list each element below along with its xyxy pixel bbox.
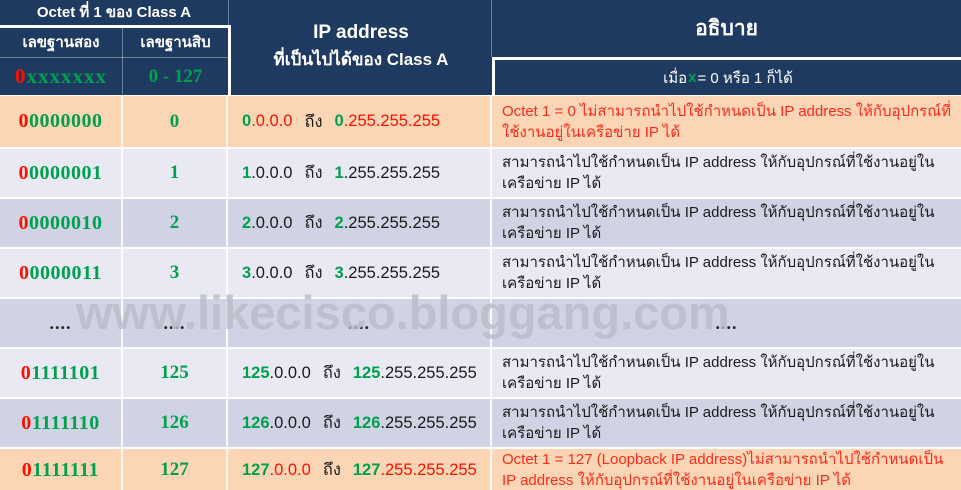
pattern-rest-bits: xxxxxxx bbox=[26, 64, 107, 88]
ip-range-cell: 1.0.0.0 ถึง 1.255.255.255 bbox=[228, 149, 492, 197]
binary-first-bit: 0 bbox=[20, 361, 32, 384]
binary-first-bit: 0 bbox=[18, 161, 29, 184]
table-row-ellipsis: .... .... .... .... bbox=[0, 299, 961, 349]
table-row-0: 0 0000000 0 0.0.0.0 ถึง 0.255.255.255 Octet… bbox=[0, 96, 961, 149]
binary-first-bit: 0 bbox=[18, 110, 29, 132]
binary-cell: 0 0000001 bbox=[0, 149, 123, 197]
binary-first-bit: 0 bbox=[18, 211, 29, 234]
column-header-decimal: เลขฐานสิบ bbox=[140, 34, 211, 51]
pattern-first-bit: 0 bbox=[15, 64, 27, 88]
decimal-cell: 2 bbox=[123, 199, 228, 247]
ellipsis-cell: .... bbox=[0, 299, 123, 347]
binary-pattern: 0 xxxxxxx bbox=[0, 58, 122, 95]
description-cell: Octet 1 = 0 ไม่สามารถนำไปใช้กำหนดเป็น IP… bbox=[502, 102, 952, 141]
description-cell: สามารถนำไปใช้กำหนดเป็น IP address ให้กับ… bbox=[502, 354, 935, 392]
column-header-binary: เลขฐานสอง bbox=[22, 34, 100, 51]
table-header: Octet ที่ 1 ของ Class A เลขฐานสอง เลขฐาน… bbox=[0, 0, 961, 95]
description-cell: สามารถนำไปใช้กำหนดเป็น IP address ให้กับ… bbox=[502, 254, 935, 292]
binary-rest-bits: 1111101 bbox=[31, 361, 101, 384]
binary-cell: 0 0000010 bbox=[0, 199, 123, 247]
decimal-cell: 0 bbox=[123, 96, 228, 147]
table-row-127: 0 1111111 127 127.0.0.0 ถึง 127.255.255.255… bbox=[0, 449, 961, 490]
binary-rest-bits: 0000001 bbox=[29, 161, 103, 184]
table-row-126: 0 1111110 126 126.0.0.0 ถึง 126.255.255.255… bbox=[0, 399, 961, 449]
ip-range-cell: 127.0.0.0 ถึง 127.255.255.255 bbox=[228, 449, 492, 490]
decimal-cell: 126 bbox=[123, 399, 228, 447]
binary-cell: 0 0000011 bbox=[0, 249, 123, 297]
note-x: x bbox=[688, 69, 697, 86]
note-suffix: = 0 หรือ 1 ก็ได้ bbox=[697, 69, 793, 87]
ellipsis-cell: .... bbox=[715, 312, 738, 333]
octet-group-title: Octet ที่ 1 ของ Class A bbox=[36, 4, 192, 21]
ip-range-cell: 3.0.0.0 ถึง 3.255.255.255 bbox=[228, 249, 492, 297]
ip-header-line1: IP address bbox=[313, 22, 409, 43]
binary-cell: 0 1111101 bbox=[0, 349, 123, 397]
binary-rest-bits: 1111110 bbox=[31, 411, 100, 434]
table-body: 0 0000000 0 0.0.0.0 ถึง 0.255.255.255 Octet… bbox=[0, 95, 961, 490]
binary-first-bit: 0 bbox=[21, 458, 33, 481]
ellipsis-cell: .... bbox=[228, 299, 492, 347]
decimal-range: 0 - 127 bbox=[148, 65, 203, 87]
ip-range-cell: 0.0.0.0 ถึง 0.255.255.255 bbox=[228, 96, 492, 147]
decimal-cell: 3 bbox=[123, 249, 228, 297]
description-cell: สามารถนำไปใช้กำหนดเป็น IP address ให้กับ… bbox=[502, 404, 935, 442]
ip-range-cell: 125.0.0.0 ถึง 125.255.255.255 bbox=[228, 349, 492, 397]
header-subdivider-line bbox=[0, 57, 228, 58]
column-header-ip-range: IP address ที่เป็นไปได้ของ Class A bbox=[231, 0, 491, 95]
description-cell: สามารถนำไปใช้กำหนดเป็น IP address ให้กับ… bbox=[502, 204, 935, 242]
binary-cell: 0 1111111 bbox=[0, 449, 123, 490]
binary-cell: 0 1111110 bbox=[0, 399, 123, 447]
binary-first-bit: 0 bbox=[21, 411, 32, 434]
header-column-divider bbox=[228, 0, 229, 26]
binary-rest-bits: 0000010 bbox=[29, 211, 103, 234]
binary-rest-bits: 0000011 bbox=[29, 261, 102, 284]
binary-rest-bits: 0000000 bbox=[29, 110, 103, 132]
description-cell: สามารถนำไปใช้กำหนดเป็น IP address ให้กับ… bbox=[502, 154, 935, 192]
ip-header-line2: ที่เป็นไปได้ของ Class A bbox=[273, 50, 449, 69]
ip-range-cell: 126.0.0.0 ถึง 126.255.255.255 bbox=[228, 399, 492, 447]
header-white-divider bbox=[228, 26, 231, 95]
header-divider-line bbox=[0, 25, 231, 28]
ip-range-cell: 2.0.0.0 ถึง 2.255.255.255 bbox=[228, 199, 492, 247]
binary-cell: 0 0000000 bbox=[0, 96, 123, 147]
note-prefix: เมื่อ bbox=[663, 69, 688, 87]
header-column-divider bbox=[122, 28, 123, 95]
ellipsis-cell: .... bbox=[123, 299, 228, 347]
x-note-box: เมื่อ x = 0 หรือ 1 ก็ได้ bbox=[492, 57, 961, 95]
column-header-explanation: อธิบาย bbox=[695, 17, 758, 40]
table-row-3: 0 0000011 3 3.0.0.0 ถึง 3.255.255.255 สามาร… bbox=[0, 249, 961, 299]
decimal-cell: 1 bbox=[123, 149, 228, 197]
decimal-cell: 127 bbox=[123, 449, 228, 490]
header-column-divider bbox=[491, 0, 492, 57]
decimal-cell: 125 bbox=[123, 349, 228, 397]
table-row-2: 0 0000010 2 2.0.0.0 ถึง 2.255.255.255 สามาร… bbox=[0, 199, 961, 249]
table-row-125: 0 1111101 125 125.0.0.0 ถึง 125.255.255.255… bbox=[0, 349, 961, 399]
binary-first-bit: 0 bbox=[19, 261, 30, 284]
description-cell: Octet 1 = 127 (Loopback IP address)ไม่สา… bbox=[502, 451, 944, 489]
table-row-1: 0 0000001 1 1.0.0.0 ถึง 1.255.255.255 สามาร… bbox=[0, 149, 961, 199]
binary-rest-bits: 1111111 bbox=[32, 458, 100, 481]
